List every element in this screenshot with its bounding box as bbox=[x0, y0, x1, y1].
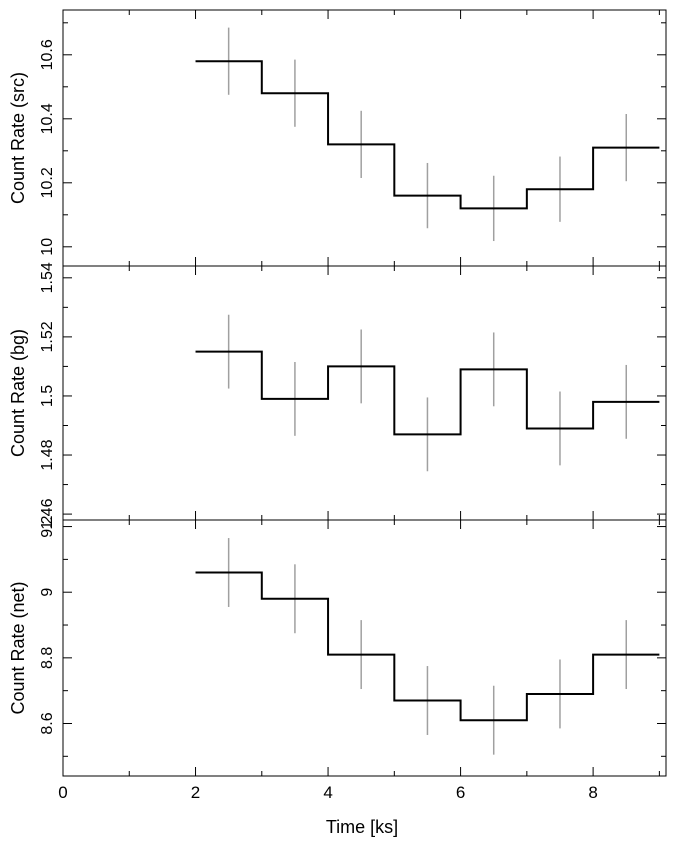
y-tick-label: 9 bbox=[39, 588, 56, 597]
y-axis-label: Count Rate (net) bbox=[8, 581, 28, 714]
panel-frame bbox=[62, 9, 667, 267]
data-series-step-line bbox=[195, 60, 660, 210]
y-tick-label: 9.2 bbox=[39, 515, 56, 537]
x-tick-label: 4 bbox=[323, 783, 332, 802]
x-tick-label: 2 bbox=[191, 783, 200, 802]
panel-frame bbox=[62, 519, 667, 777]
y-tick-label: 8.6 bbox=[39, 712, 56, 734]
y-tick-label: 1.48 bbox=[39, 439, 56, 470]
panel-frame bbox=[62, 265, 667, 521]
y-axis-label: Count Rate (bg) bbox=[8, 329, 28, 457]
y-axis-label: Count Rate (src) bbox=[8, 72, 28, 204]
panel-3: 8.6 8.8 9 9.2 Count Rate (net) bbox=[8, 515, 667, 777]
x-axis-label: Time [ks] bbox=[326, 817, 398, 837]
y-tick-label: 1.54 bbox=[39, 262, 56, 293]
x-tick-label: 0 bbox=[58, 783, 67, 802]
data-series-step-line bbox=[195, 571, 660, 722]
panel-2: 1.46 1.48 1.5 1.52 1.54 Count Rate (bg) bbox=[8, 262, 667, 530]
y-tick-label: 10.2 bbox=[39, 167, 56, 198]
y-tick-label: 1.52 bbox=[39, 321, 56, 352]
data-series-step-line bbox=[195, 350, 660, 436]
panel-1: 10 10.2 10.4 10.6 Count Rate (src) bbox=[8, 9, 667, 267]
y-tick-label: 10 bbox=[39, 238, 56, 256]
y-tick-label: 10.6 bbox=[39, 39, 56, 70]
y-tick-label: 8.8 bbox=[39, 647, 56, 669]
y-tick-label: 10.4 bbox=[39, 103, 56, 134]
y-tick-label: 1.46 bbox=[39, 498, 56, 529]
x-tick-label: 6 bbox=[456, 783, 465, 802]
y-tick-label: 1.5 bbox=[39, 385, 56, 407]
x-tick-label: 8 bbox=[588, 783, 597, 802]
